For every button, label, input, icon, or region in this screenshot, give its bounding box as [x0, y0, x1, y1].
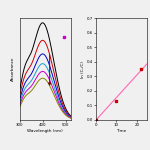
- X-axis label: Wavelength (nm): Wavelength (nm): [27, 129, 63, 133]
- Y-axis label: Absorbance: Absorbance: [11, 57, 15, 81]
- X-axis label: Time: Time: [116, 129, 127, 133]
- Y-axis label: ln (C₀/C): ln (C₀/C): [81, 60, 85, 78]
